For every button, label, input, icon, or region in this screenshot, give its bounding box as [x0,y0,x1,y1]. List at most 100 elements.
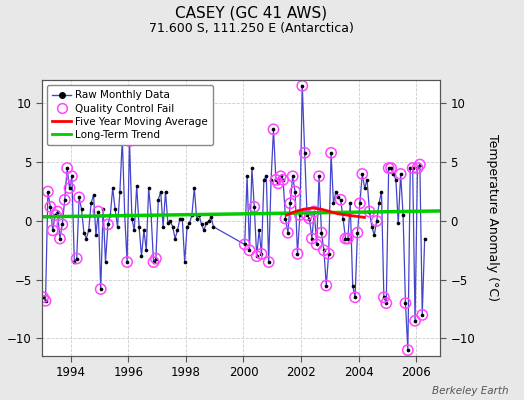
Point [289,173,297,180]
Point [320,247,328,254]
Point [310,208,319,215]
Point [353,230,362,236]
Point [176,215,184,222]
Point [336,196,345,203]
Point [82,235,91,242]
Point [361,185,369,191]
Point [375,200,383,206]
Point [413,165,422,171]
Point [118,136,126,142]
Point [317,230,325,236]
Point [413,165,422,171]
Point [43,188,52,195]
Point [121,212,129,218]
Text: CASEY (GC 41 AWS): CASEY (GC 41 AWS) [176,6,328,21]
Point [265,259,273,265]
Point [356,200,364,206]
Point [204,218,213,224]
Point [308,235,316,242]
Y-axis label: Temperature Anomaly (°C): Temperature Anomaly (°C) [486,134,499,302]
Point [269,126,278,132]
Point [149,259,158,265]
Point [58,221,67,228]
Point [269,126,278,132]
Point [351,294,359,300]
Point [315,173,323,180]
Point [409,165,417,171]
Point [61,196,69,203]
Point [411,318,419,324]
Point [245,247,254,254]
Legend: Raw Monthly Data, Quality Control Fail, Five Year Moving Average, Long-Term Tren: Raw Monthly Data, Quality Control Fail, … [47,85,213,145]
Text: Berkeley Earth: Berkeley Earth [432,386,508,396]
Point [279,177,287,183]
Point [104,221,112,228]
Point [409,165,417,171]
Point [70,259,79,265]
Point [89,192,97,198]
Point [418,312,427,318]
Point [66,185,74,191]
Point [149,259,158,265]
Point [133,182,141,189]
Point [387,165,395,171]
Point [39,294,47,300]
Point [192,215,201,222]
Point [125,138,134,144]
Point [277,173,285,180]
Point [94,208,103,215]
Point [358,171,366,177]
Point [370,232,378,238]
Point [92,232,100,238]
Point [401,300,410,306]
Point [262,173,270,180]
Point [195,212,203,218]
Point [380,294,388,300]
Point [420,235,429,242]
Point [147,212,155,218]
Point [185,220,194,226]
Point [274,180,282,186]
Point [289,173,297,180]
Point [152,255,160,262]
Point [327,150,335,156]
Point [267,177,275,183]
Point [257,251,266,257]
Point [293,251,302,257]
Point [99,206,107,212]
Point [351,294,359,300]
Point [56,235,64,242]
Point [391,177,400,183]
Point [329,200,337,206]
Point [315,173,323,180]
Point [72,255,81,262]
Point [265,259,273,265]
Point [41,298,50,304]
Point [346,200,354,206]
Point [128,215,136,222]
Point [365,208,374,215]
Point [344,235,352,242]
Point [171,235,179,242]
Point [322,282,331,289]
Point [75,194,83,201]
Point [200,227,208,234]
Point [373,218,381,224]
Point [49,227,57,234]
Point [334,194,343,201]
Point [286,200,294,206]
Point [116,188,124,195]
Point [243,173,252,180]
Point [104,221,112,228]
Point [154,196,162,203]
Point [363,177,372,183]
Point [123,259,132,265]
Point [300,150,309,156]
Point [41,298,50,304]
Point [310,208,319,215]
Point [416,161,424,168]
Point [403,347,412,353]
Point [291,188,299,195]
Point [163,220,172,226]
Point [344,235,352,242]
